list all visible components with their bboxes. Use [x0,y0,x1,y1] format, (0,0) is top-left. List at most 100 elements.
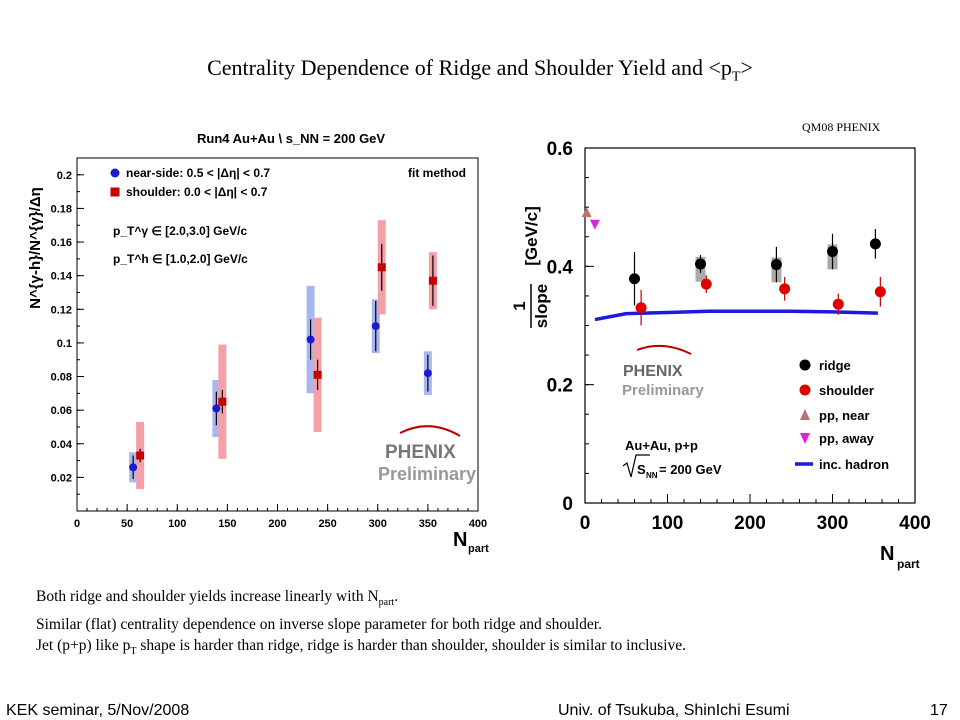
data-point-shoulder [779,283,791,295]
logo-subtext: Preliminary [622,382,704,399]
data-point-pp-away [589,219,600,230]
y-tick-label: 0.4 [547,257,574,278]
y-tick-label: 0.08 [51,372,72,384]
bullet-line: Similar (flat) centrality dependence on … [36,615,602,633]
y-tick-label: 0.12 [51,304,72,316]
data-point-shoulder [313,370,322,379]
phenix-logo: PHENIX Preliminary [622,344,704,399]
legend-label-pp-near: pp, near [819,408,870,423]
data-point-near [423,369,432,378]
sqrt-sign [622,454,650,478]
energy-value: = 200 GeV [659,462,722,477]
cut-label: p_T^h ∈ [1.0,2.0] GeV/c [113,252,248,266]
legend-marker-pp-near [800,409,810,420]
y-tick-label: 0.06 [51,405,72,417]
data-point-ridge [869,238,881,250]
x-tick-label: 400 [469,518,487,530]
y-tick-label: 0.1 [57,338,72,350]
data-point-near [371,322,380,331]
legend-label-near: near-side: 0.5 < |Δη| < 0.7 [126,166,270,180]
data-point-shoulder [136,451,145,460]
data-point-near [129,463,138,472]
y-label-den: slope [532,284,551,328]
x-tick-label: 50 [121,518,133,530]
page-number: 17 [930,702,948,719]
data-point-shoulder [874,286,886,298]
slope-plot: 0 100 200 300 400 0 0.2 0.4 0.6 N part 1 slope [GeV/c… [510,139,931,571]
conference-tag: QM08 PHENIX [802,120,881,134]
energy-symbol: S [637,462,646,477]
legend-marker-shoulder [110,187,120,197]
bullet-line: Jet (p+p) like pT shape is harder than r… [36,637,687,658]
data-point-near [212,404,221,413]
x-tick-label: 200 [268,518,286,530]
logo-text: PHENIX [385,442,456,463]
energy-sub: NN [646,471,658,480]
legend-label-hadron: inc. hadron [819,457,889,472]
x-tick-label: 0 [580,513,591,534]
data-point-shoulder [218,397,227,406]
legend-label-ridge: ridge [819,358,851,373]
y-axis-label: 1 slope [GeV/c] [510,206,551,328]
logo-text: PHENIX [623,363,683,380]
y-tick-label: 0.2 [547,376,573,397]
data-point-shoulder [428,276,437,285]
slide-title: Centrality Dependence of Ridge and Shoul… [207,55,753,85]
x-axis-label: N [880,543,894,565]
y-axis-label: N^{γ-h}/N^{γ}/Δη [27,187,44,309]
x-axis-label-sub: part [468,543,489,555]
y-label-num: 1 [510,301,529,310]
legend-label-pp-away: pp, away [819,431,875,446]
y-tick-label: 0 [562,494,573,515]
x-tick-label: 350 [419,518,437,530]
x-axis-label-sub: part [897,557,920,571]
x-tick-label: 300 [369,518,387,530]
legend-label-shoulder: shoulder [819,383,874,398]
x-tick-label: 250 [318,518,336,530]
data-point-shoulder [832,298,844,310]
yield-plot: 0 50 100 150 200 250 300 350 400 0.02 0.04 0.06 0.08… [27,131,489,555]
y-label-unit: [GeV/c] [522,206,541,266]
data-point-ridge [827,246,838,258]
bullet-line: Both ridge and shoulder yields increase … [36,588,399,609]
footer-author: Univ. of Tsukuba, ShinIchi Esumi [558,702,790,719]
logo-subtext: Preliminary [378,464,476,484]
x-axis-label: N [453,529,467,551]
x-tick-label: 300 [817,513,849,534]
data-point-shoulder [635,302,647,314]
y-tick-label: 0.6 [547,139,573,160]
x-tick-label: 400 [899,513,931,534]
data-point-shoulder [700,278,712,290]
hadron-line [594,309,878,322]
footer-event: KEK seminar, 5/Nov/2008 [6,702,190,719]
legend-label-shoulder: shoulder: 0.0 < |Δη| < 0.7 [126,185,268,199]
chart-title: Run4 Au+Au \ s_NN = 200 GeV [197,131,385,146]
logo-swoosh [636,344,692,355]
method-label: fit method [408,166,466,180]
y-tick-label: 0.14 [51,271,73,283]
data-point-ridge [770,259,782,271]
x-tick-label: 100 [168,518,186,530]
bullet-list: Both ridge and shoulder yields increase … [36,586,946,663]
data-point-near [306,335,315,344]
system-label: Au+Au, p+p [625,438,698,453]
legend-marker-shoulder [799,384,811,396]
y-tick-label: 0.02 [51,472,72,484]
data-point-pp-near [581,207,592,218]
legend-marker-pp-away [800,433,810,444]
y-tick-label: 0.18 [51,203,72,215]
y-tick-label: 0.16 [51,237,72,249]
data-point-shoulder [377,263,386,272]
x-tick-label: 150 [218,518,236,530]
x-tick-label: 200 [734,513,766,534]
logo-swoosh [399,425,461,437]
y-tick-label: 0.2 [57,170,72,182]
cut-label: p_T^γ ∈ [2.0,3.0] GeV/c [113,224,248,238]
data-point-ridge [695,258,706,270]
data-point-ridge [629,273,640,285]
legend-marker-ridge [799,359,811,371]
legend-marker-near [110,168,120,178]
x-tick-label: 0 [74,518,80,530]
y-tick-label: 0.04 [51,439,73,451]
